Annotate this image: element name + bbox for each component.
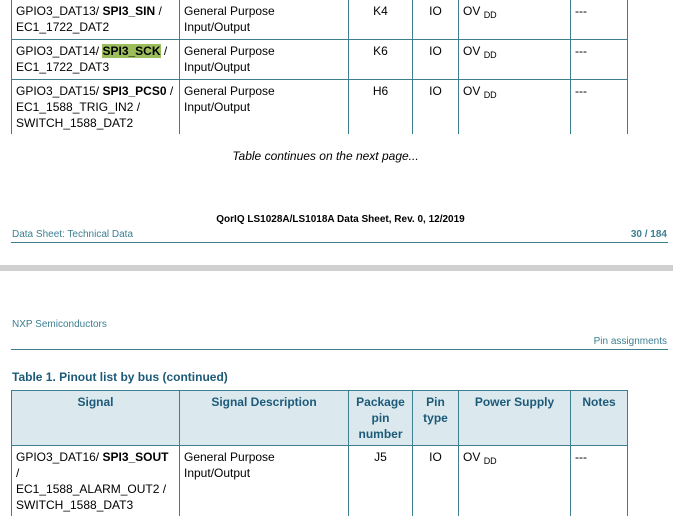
package-pin-cell[interactable]: J5 <box>349 446 413 516</box>
description-cell[interactable]: General Purpose Input/Output <box>180 446 349 516</box>
package-pin-cell[interactable]: K4 <box>349 0 413 40</box>
power-supply-cell[interactable]: OV DD <box>459 80 571 135</box>
pin-type-cell[interactable]: IO <box>413 40 459 80</box>
package-pin-cell[interactable]: H6 <box>349 80 413 135</box>
power-supply-cell[interactable]: OV DD <box>459 446 571 516</box>
power-supply-cell[interactable]: OV DD <box>459 0 571 40</box>
header-signal: Signal <box>12 391 180 446</box>
signal-cell[interactable]: GPIO3_DAT16/ SPI3_SOUT /EC1_1588_ALARM_O… <box>12 446 180 516</box>
pin-type-cell[interactable]: IO <box>413 0 459 40</box>
signal-bold: SPI3_SOUT <box>102 450 168 464</box>
notes-cell[interactable]: --- <box>571 0 628 40</box>
pinout-table-top: GPIO3_DAT13/ SPI3_SIN /EC1_1722_DAT2 Gen… <box>11 0 628 134</box>
footer-document-title: QorIQ LS1028A/LS1018A Data Sheet, Rev. 0… <box>0 214 673 225</box>
signal-bold: SPI3_PCS0 <box>102 84 166 98</box>
header-company: NXP Semiconductors <box>12 319 107 330</box>
package-pin-cell[interactable]: K6 <box>349 40 413 80</box>
header-notes: Notes <box>571 391 628 446</box>
header-description: Signal Description <box>180 391 349 446</box>
pin-type-cell[interactable]: IO <box>413 80 459 135</box>
page-30: GPIO3_DAT13/ SPI3_SIN /EC1_1722_DAT2 Gen… <box>0 0 673 266</box>
footer-divider <box>11 242 668 243</box>
footer-page-number: 30 / 184 <box>631 229 667 240</box>
signal-bold: SPI3_SIN <box>102 4 155 18</box>
table-row: GPIO3_DAT14/ SPI3_SCK /EC1_1722_DAT3 Gen… <box>12 40 628 80</box>
pin-type-cell[interactable]: IO <box>413 446 459 516</box>
description-cell[interactable]: General Purpose Input/Output <box>180 80 349 135</box>
header-power-supply: Power Supply <box>459 391 571 446</box>
notes-cell[interactable]: --- <box>571 80 628 135</box>
description-cell[interactable]: General Purpose Input/Output <box>180 0 349 40</box>
power-supply-cell[interactable]: OV DD <box>459 40 571 80</box>
text-cursor-icon: Ⅰ <box>227 62 230 75</box>
signal-cell[interactable]: GPIO3_DAT15/ SPI3_PCS0 /EC1_1588_TRIG_IN… <box>12 80 180 135</box>
notes-cell[interactable]: --- <box>571 446 628 516</box>
table-continues-note: Table continues on the next page... <box>0 149 651 163</box>
description-cell[interactable]: General Purpose Input/Output <box>180 40 349 80</box>
notes-cell[interactable]: --- <box>571 40 628 80</box>
signal-cell[interactable]: GPIO3_DAT14/ SPI3_SCK /EC1_1722_DAT3 <box>12 40 180 80</box>
table-row: GPIO3_DAT15/ SPI3_PCS0 /EC1_1588_TRIG_IN… <box>12 80 628 135</box>
header-divider <box>11 349 668 350</box>
header-section-link[interactable]: Pin assignments <box>594 336 667 347</box>
page-gap <box>0 265 673 271</box>
table-row: GPIO3_DAT13/ SPI3_SIN /EC1_1722_DAT2 Gen… <box>12 0 628 40</box>
table-row: GPIO3_DAT16/ SPI3_SOUT /EC1_1588_ALARM_O… <box>12 446 628 516</box>
footer-doc-type: Data Sheet: Technical Data <box>12 229 133 240</box>
table-caption: Table 1. Pinout list by bus (continued) <box>12 370 228 384</box>
signal-cell[interactable]: GPIO3_DAT13/ SPI3_SIN /EC1_1722_DAT2 <box>12 0 180 40</box>
highlighted-search-match: SPI3_SCK <box>102 44 160 58</box>
